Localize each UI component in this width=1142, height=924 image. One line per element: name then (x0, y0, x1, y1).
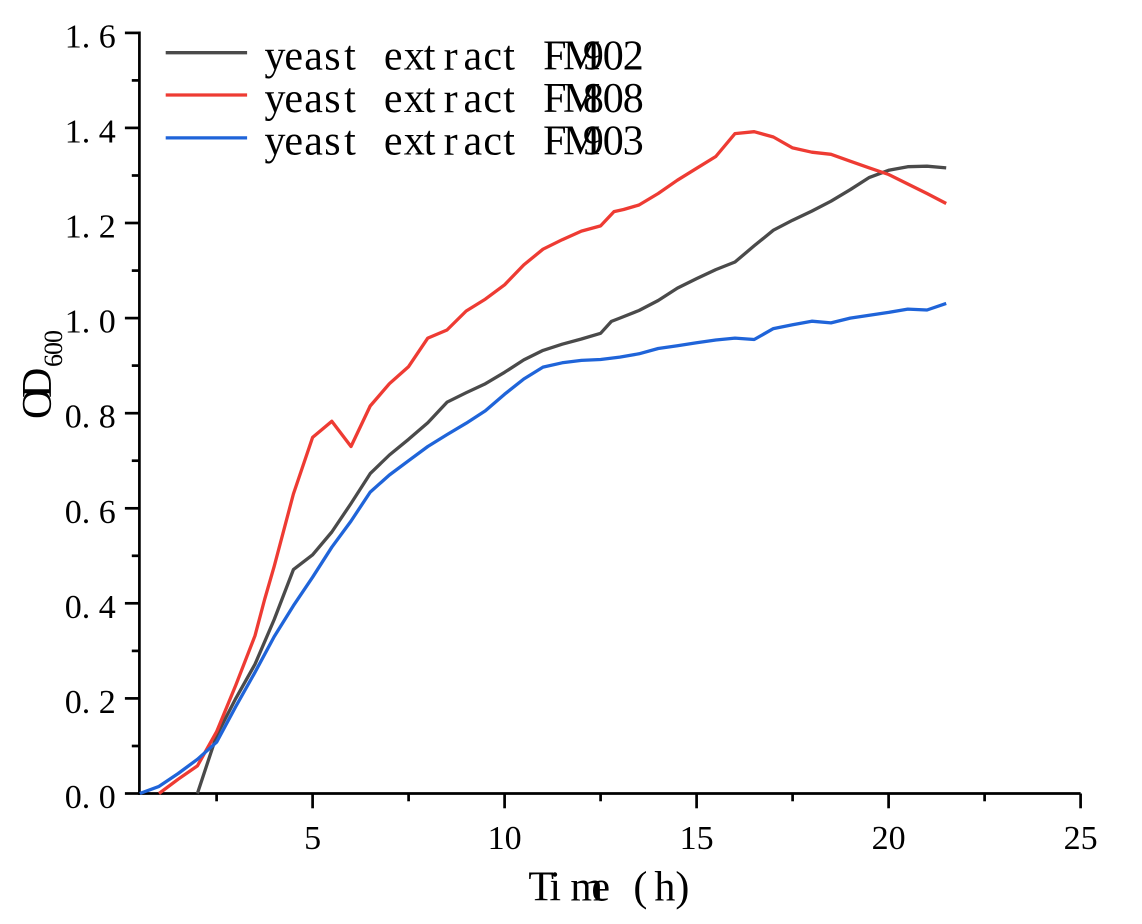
svg-text:0: 0 (65, 684, 82, 721)
svg-text:): ) (675, 864, 689, 910)
svg-text:y: y (265, 34, 286, 80)
svg-text:2: 2 (872, 820, 889, 857)
svg-text:e: e (384, 119, 403, 165)
svg-text:.: . (82, 684, 91, 721)
svg-text:D: D (15, 368, 61, 398)
svg-text:a: a (464, 76, 483, 122)
svg-text:.: . (82, 589, 91, 626)
svg-text:M: M (563, 119, 600, 165)
svg-text:0: 0 (99, 304, 116, 341)
svg-text:e: e (384, 34, 403, 80)
svg-text:x: x (404, 34, 425, 80)
svg-text:1: 1 (65, 304, 82, 341)
svg-text:r: r (444, 119, 458, 165)
svg-text:h: h (654, 864, 675, 910)
svg-text:(: ( (633, 864, 647, 910)
svg-text:0: 0 (603, 34, 624, 80)
svg-text:8: 8 (99, 399, 116, 436)
svg-text:0: 0 (65, 589, 82, 626)
svg-text:3: 3 (623, 119, 644, 165)
svg-text:t: t (344, 119, 356, 165)
svg-text:t: t (344, 76, 356, 122)
svg-text:y: y (265, 76, 286, 122)
svg-text:9: 9 (583, 34, 604, 80)
svg-text:m: m (570, 864, 603, 910)
svg-text:5: 5 (1081, 820, 1098, 857)
svg-text:F: F (543, 34, 566, 80)
svg-text:M: M (563, 34, 600, 80)
svg-text:c: c (483, 76, 502, 122)
svg-text:c: c (483, 119, 502, 165)
svg-text:0: 0 (505, 820, 522, 857)
svg-text:s: s (324, 34, 340, 80)
svg-text:e: e (284, 34, 303, 80)
svg-text:y: y (265, 119, 286, 165)
svg-text:6: 6 (99, 494, 116, 531)
svg-text:6: 6 (39, 354, 68, 367)
svg-text:e: e (384, 76, 403, 122)
svg-text:a: a (304, 76, 323, 122)
svg-text:.: . (82, 113, 91, 150)
svg-text:x: x (404, 119, 425, 165)
svg-text:t: t (503, 119, 515, 165)
svg-text:0: 0 (65, 399, 82, 436)
svg-text:F: F (543, 76, 566, 122)
svg-text:r: r (444, 34, 458, 80)
svg-text:s: s (324, 76, 340, 122)
svg-text:1: 1 (680, 820, 697, 857)
svg-text:.: . (82, 779, 91, 816)
svg-text:O: O (15, 389, 61, 419)
svg-text:x: x (404, 76, 425, 122)
svg-text:4: 4 (99, 113, 116, 150)
svg-text:e: e (591, 864, 610, 910)
svg-text:a: a (304, 119, 323, 165)
svg-text:.: . (82, 18, 91, 55)
svg-text:e: e (284, 119, 303, 165)
svg-text:0: 0 (39, 330, 68, 343)
svg-text:t: t (424, 76, 436, 122)
svg-text:M: M (563, 76, 600, 122)
svg-text:t: t (503, 76, 515, 122)
svg-text:2: 2 (99, 684, 116, 721)
svg-text:.: . (82, 304, 91, 341)
svg-text:2: 2 (1064, 820, 1081, 857)
svg-text:.: . (82, 209, 91, 246)
svg-text:t: t (344, 34, 356, 80)
svg-text:8: 8 (583, 76, 604, 122)
svg-text:a: a (304, 34, 323, 80)
svg-text:e: e (284, 76, 303, 122)
svg-text:F: F (543, 119, 566, 165)
svg-text:t: t (503, 34, 515, 80)
svg-text:.: . (82, 494, 91, 531)
svg-text:1: 1 (65, 18, 82, 55)
svg-text:r: r (444, 76, 458, 122)
svg-text:a: a (464, 34, 483, 80)
svg-text:0: 0 (603, 76, 624, 122)
svg-text:0: 0 (889, 820, 906, 857)
svg-text:9: 9 (583, 119, 604, 165)
svg-text:1: 1 (65, 209, 82, 246)
svg-text:t: t (424, 119, 436, 165)
svg-text:2: 2 (623, 34, 644, 80)
svg-text:5: 5 (304, 820, 321, 857)
svg-text:a: a (464, 119, 483, 165)
svg-text:0: 0 (603, 119, 624, 165)
svg-text:1: 1 (65, 113, 82, 150)
svg-text:5: 5 (697, 820, 714, 857)
svg-text:0: 0 (99, 779, 116, 816)
svg-text:6: 6 (99, 18, 116, 55)
svg-text:i: i (549, 864, 561, 910)
svg-text:.: . (82, 399, 91, 436)
svg-text:s: s (324, 119, 340, 165)
svg-text:2: 2 (99, 209, 116, 246)
svg-text:c: c (483, 34, 502, 80)
svg-text:t: t (424, 34, 436, 80)
svg-text:0: 0 (39, 342, 68, 355)
svg-text:T: T (528, 864, 554, 910)
svg-text:0: 0 (65, 779, 82, 816)
svg-text:0: 0 (65, 494, 82, 531)
svg-text:4: 4 (99, 589, 116, 626)
svg-text:8: 8 (623, 76, 644, 122)
svg-text:1: 1 (488, 820, 505, 857)
